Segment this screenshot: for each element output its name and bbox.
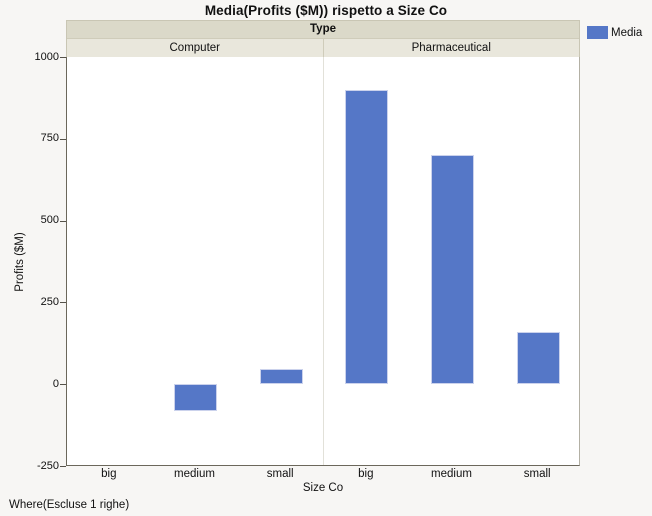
group-header-cells: Computer Pharmaceutical bbox=[67, 39, 579, 57]
x-tick-label-pharmaceutical-big: big bbox=[358, 468, 374, 480]
y-tick-mark bbox=[60, 57, 66, 58]
x-axis-title: Size Co bbox=[302, 482, 344, 494]
y-axis-title: Profits ($M) bbox=[14, 232, 26, 292]
bar-pharmaceutical-small[interactable] bbox=[517, 332, 560, 384]
y-tick-mark bbox=[60, 220, 66, 222]
group-label-computer[interactable]: Computer bbox=[169, 42, 221, 54]
x-tick-label-computer-medium: medium bbox=[174, 468, 215, 480]
y-tick-mark bbox=[60, 138, 66, 140]
bar-pharmaceutical-medium[interactable] bbox=[431, 155, 474, 384]
group-label-pharmaceutical[interactable]: Pharmaceutical bbox=[322, 39, 580, 57]
x-tick-label-pharmaceutical-medium: medium bbox=[431, 468, 472, 480]
panel-divider bbox=[323, 57, 324, 465]
where-clause: Where(Escluse 1 righe) bbox=[9, 499, 130, 511]
y-tick-label: 1000 bbox=[34, 50, 59, 63]
y-tick-label: -250 bbox=[36, 459, 59, 472]
y-tick-mark bbox=[60, 466, 66, 467]
y-tick-label: 500 bbox=[40, 214, 59, 227]
x-tick-label-computer-big: big bbox=[101, 468, 117, 480]
y-tick-label: 750 bbox=[40, 132, 59, 145]
group-header-title: Type bbox=[67, 21, 579, 39]
y-tick-mark bbox=[60, 302, 66, 304]
y-tick-label: 0 bbox=[52, 377, 59, 390]
legend: Media bbox=[587, 26, 642, 39]
plot-area[interactable] bbox=[66, 57, 580, 466]
chart-title: Media(Profits ($M)) rispetto a Size Co bbox=[204, 3, 448, 18]
x-tick-label-computer-small: small bbox=[266, 468, 294, 480]
y-tick-mark bbox=[60, 384, 66, 386]
x-tick-label-pharmaceutical-small: small bbox=[523, 468, 551, 480]
y-tick-label: 250 bbox=[40, 295, 59, 308]
bar-computer-medium[interactable] bbox=[174, 384, 217, 411]
legend-swatch-media[interactable] bbox=[587, 26, 608, 39]
bar-pharmaceutical-big[interactable] bbox=[345, 90, 388, 384]
bar-computer-small[interactable] bbox=[260, 369, 303, 384]
group-header-band: Type Computer Pharmaceutical bbox=[66, 20, 580, 57]
legend-label-media: Media bbox=[611, 26, 643, 39]
